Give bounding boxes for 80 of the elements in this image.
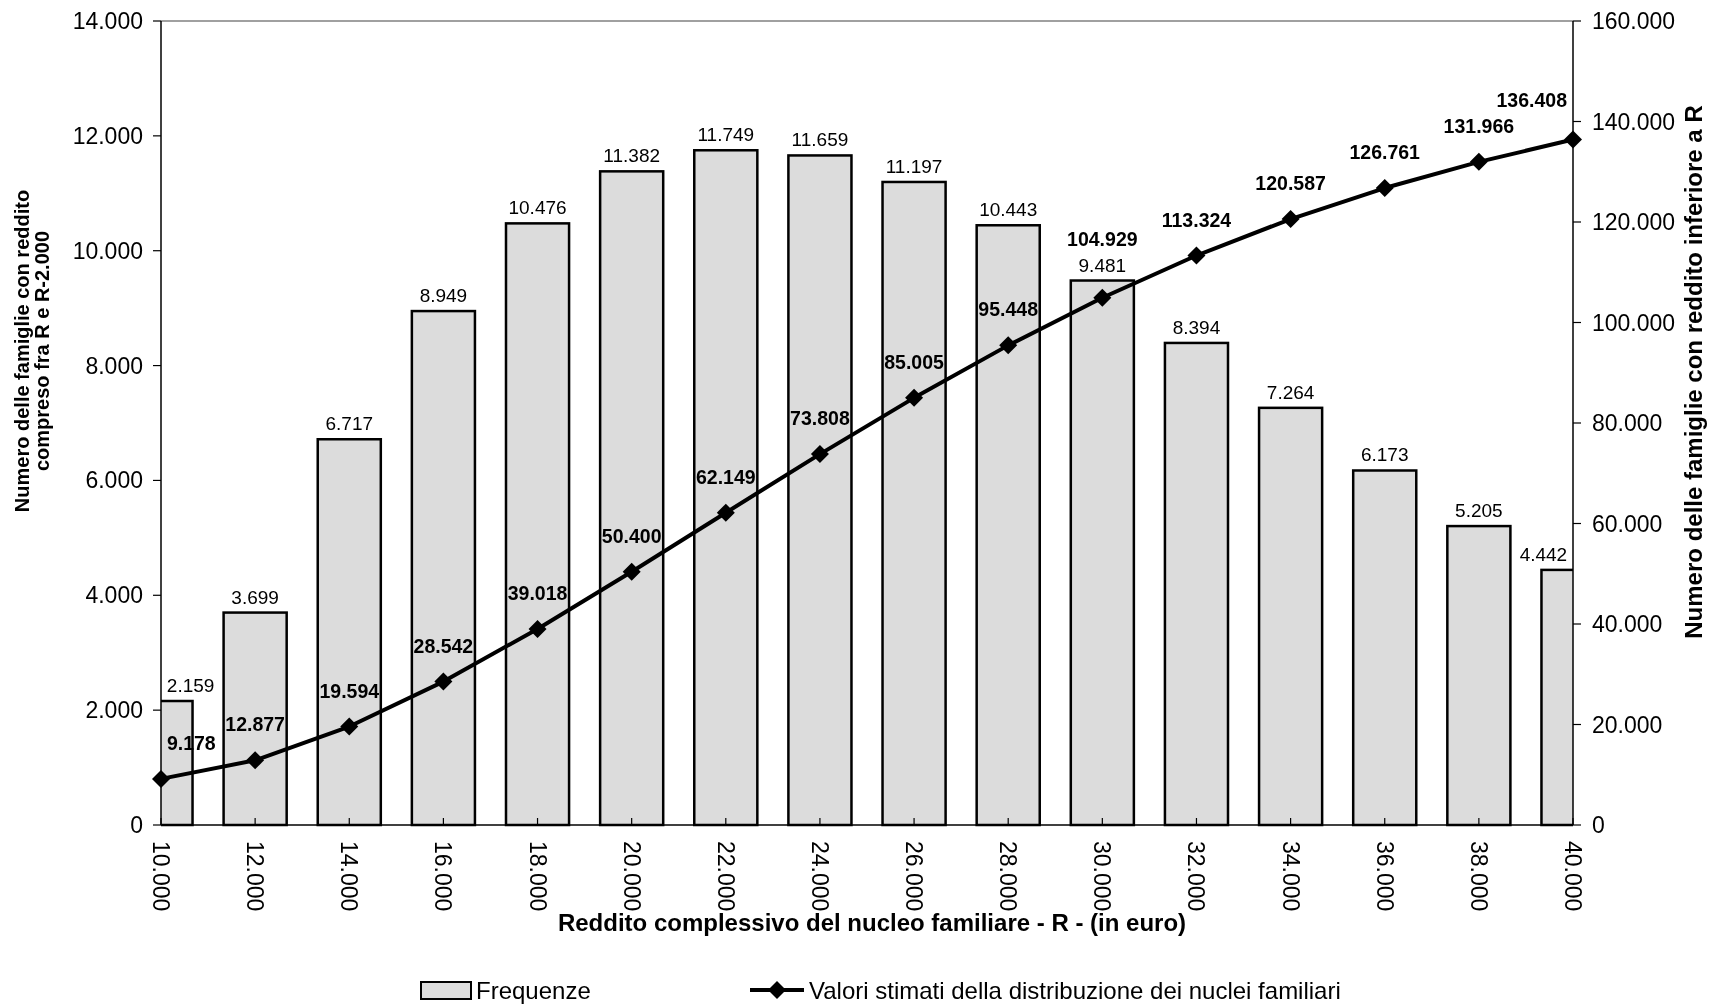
point: [246, 751, 265, 770]
point: [1187, 246, 1206, 265]
y2-tick-label: 60.000: [1592, 510, 1663, 537]
point: [999, 336, 1018, 355]
x-tick-label: 22.000: [712, 841, 739, 912]
x-tick-label: 32.000: [1183, 841, 1210, 912]
y2-axis-title: Numero delle famiglie con reddito inferiore a R: [1680, 105, 1707, 639]
data-label: 9.481: [1078, 254, 1127, 276]
data-label: 126.761: [1349, 141, 1421, 164]
y-tick-label: 0: [130, 812, 143, 838]
point: [528, 619, 547, 638]
data-label: 11.382: [603, 145, 661, 167]
data-label: 6.717: [325, 413, 374, 435]
y-tick-label: 6.000: [85, 467, 143, 494]
data-label: 95.448: [978, 298, 1039, 321]
point: [810, 445, 829, 464]
y2-tick-label: 120.000: [1592, 209, 1676, 235]
y2-tick-label: 160.000: [1592, 8, 1676, 34]
x-tick-label: 28.000: [995, 841, 1022, 912]
point: [1093, 288, 1112, 307]
data-label: 131.966: [1443, 114, 1515, 137]
data-label: 7.264: [1266, 381, 1315, 403]
point: [1281, 210, 1300, 229]
point: [1375, 179, 1394, 198]
x-tick-label: 36.000: [1371, 841, 1398, 912]
data-label: 62.149: [695, 465, 756, 488]
x-tick-label: 38.000: [1465, 841, 1492, 912]
data-label: 10.476: [508, 197, 567, 219]
data-label: 8.949: [419, 285, 468, 307]
x-tick-label: 12.000: [242, 841, 269, 912]
y2-tick-label: 20.000: [1592, 711, 1663, 738]
x-tick-label: 30.000: [1089, 841, 1116, 912]
data-label: 50.400: [601, 524, 662, 547]
data-label: 2.159: [166, 675, 215, 697]
y-axis-title: Numero delle famiglie con reddito compreso fra R e R-2.000: [11, 189, 53, 513]
data-label: 136.408: [1496, 89, 1568, 112]
y-tick-label: 8.000: [85, 352, 143, 379]
point: [905, 388, 924, 407]
y-tick-label: 12.000: [72, 122, 143, 149]
data-label: 3.699: [231, 586, 279, 608]
x-tick-label: 14.000: [336, 841, 363, 912]
point: [1469, 152, 1488, 171]
data-label: 28.542: [413, 634, 474, 657]
data-label: 11.749: [697, 124, 755, 146]
x-tick-label: 34.000: [1277, 841, 1304, 912]
data-label: 6.173: [1360, 444, 1409, 466]
data-label: 4.442: [1519, 543, 1568, 565]
data-label: 5.205: [1455, 500, 1503, 522]
x-tick-label: 16.000: [430, 841, 457, 912]
data-label: 11.659: [791, 129, 849, 151]
x-tick-label: 26.000: [901, 841, 928, 912]
y-tick-label: 10.000: [72, 237, 143, 264]
x-tick-label: 40.000: [1560, 841, 1586, 912]
point: [622, 562, 641, 581]
data-label: 8.394: [1172, 316, 1221, 338]
data-label: 85.005: [884, 350, 945, 373]
data-label: 10.443: [979, 199, 1038, 221]
y2-tick-label: 40.000: [1592, 611, 1663, 637]
x-tick-label: 18.000: [524, 841, 551, 912]
data-label: 104.929: [1067, 228, 1138, 251]
y-tick-label: 4.000: [85, 582, 143, 609]
legend-label: Valori stimati della distribuzione dei nuclei familiari: [809, 976, 1341, 1004]
point: [434, 672, 453, 691]
x-tick-label: 24.000: [806, 841, 833, 912]
data-label: 73.808: [790, 407, 850, 430]
y-tick-label: 14.000: [72, 8, 143, 34]
y-tick-label: 2.000: [85, 697, 143, 724]
data-label: 39.018: [507, 581, 568, 604]
point: [716, 503, 735, 522]
data-label: 11.197: [885, 155, 943, 177]
legend-label: Frequenze: [476, 976, 591, 1004]
data-label: 113.324: [1161, 208, 1232, 231]
y2-tick-label: 0: [1592, 812, 1605, 838]
data-label: 19.594: [319, 679, 380, 702]
y2-tick-label: 140.000: [1592, 108, 1676, 135]
data-label: 120.587: [1255, 172, 1326, 195]
y2-tick-label: 100.000: [1592, 309, 1676, 336]
y2-tick-label: 80.000: [1592, 410, 1663, 436]
point: [340, 717, 359, 736]
data-label: 12.877: [225, 713, 285, 736]
